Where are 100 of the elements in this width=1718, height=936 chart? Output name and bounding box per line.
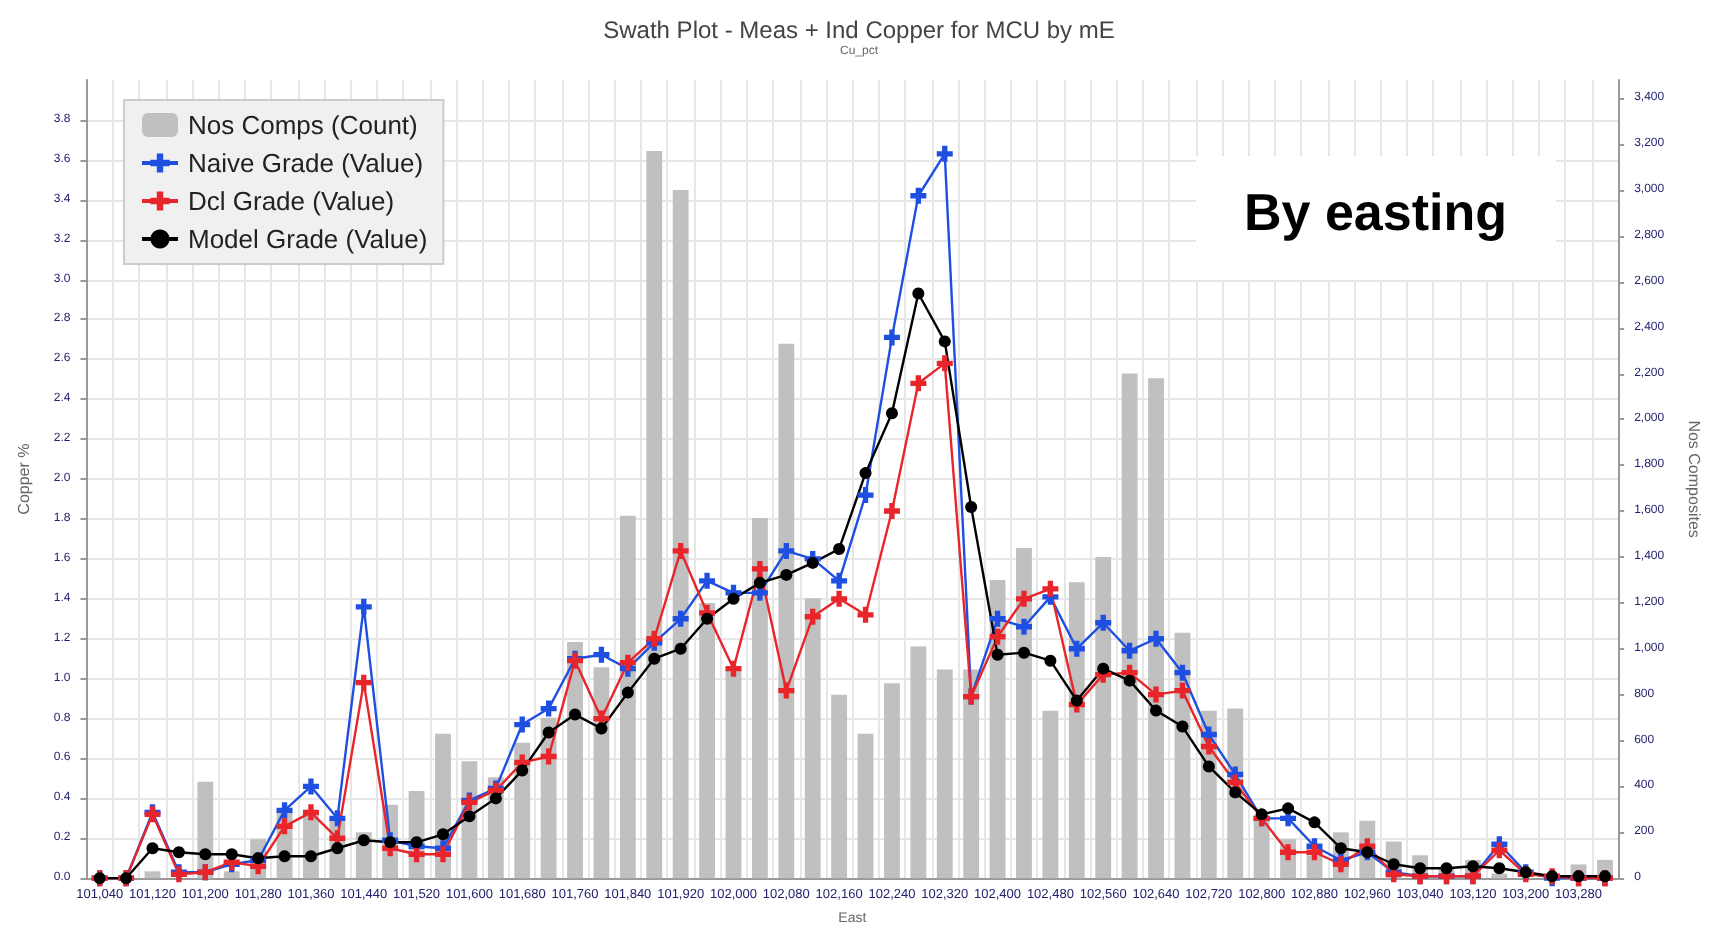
point xyxy=(989,628,1006,645)
bar xyxy=(725,669,742,879)
point xyxy=(859,467,872,480)
bar xyxy=(1042,710,1059,879)
legend-label: Naive Grade (Value) xyxy=(188,148,424,178)
point xyxy=(276,802,293,819)
point xyxy=(991,648,1004,661)
bar xyxy=(144,871,161,879)
point xyxy=(463,810,476,823)
point xyxy=(1334,842,1347,855)
point xyxy=(1042,580,1059,597)
bar xyxy=(751,518,768,879)
point xyxy=(489,792,502,805)
chart-title: Swath Plot - Meas + Ind Copper for MCU by mE xyxy=(603,16,1115,44)
point xyxy=(831,590,848,607)
point xyxy=(1280,844,1297,861)
legend-label: Dcl Grade (Value) xyxy=(188,186,395,216)
point xyxy=(276,818,293,835)
point xyxy=(514,716,531,733)
point xyxy=(569,708,582,721)
point xyxy=(1282,802,1295,815)
annotation: By easting xyxy=(1244,182,1507,242)
point xyxy=(806,556,819,569)
point xyxy=(725,660,742,677)
point xyxy=(329,810,346,827)
point xyxy=(435,846,451,863)
point xyxy=(1306,844,1323,861)
point xyxy=(1123,674,1136,687)
bar xyxy=(619,515,636,879)
point xyxy=(885,407,898,420)
bar xyxy=(857,733,874,879)
point xyxy=(1015,618,1032,635)
point xyxy=(1148,630,1165,647)
point xyxy=(278,850,291,863)
point xyxy=(1491,842,1508,859)
legend-label: Nos Comps (Count) xyxy=(188,110,418,140)
point xyxy=(146,842,159,855)
bar xyxy=(593,667,610,879)
point xyxy=(672,610,689,627)
point xyxy=(619,654,636,671)
point xyxy=(804,608,821,625)
bar xyxy=(646,151,663,879)
bar xyxy=(910,646,927,879)
bar xyxy=(1148,378,1164,879)
point xyxy=(857,487,874,504)
bar xyxy=(1095,557,1112,879)
point xyxy=(1148,686,1165,703)
bar xyxy=(1121,373,1138,879)
point xyxy=(701,612,714,625)
point xyxy=(595,722,608,735)
bar xyxy=(884,683,900,879)
point xyxy=(936,355,953,372)
bar xyxy=(1016,547,1032,879)
y2-axis-title: Nos Composites xyxy=(1685,420,1703,538)
point xyxy=(883,329,900,346)
point xyxy=(355,674,372,691)
bar xyxy=(778,343,795,879)
bar xyxy=(223,871,240,879)
point xyxy=(965,501,978,514)
point xyxy=(883,503,900,520)
legend-label: Model Grade (Value) xyxy=(188,224,428,254)
point xyxy=(516,764,529,777)
point xyxy=(172,846,185,859)
point xyxy=(751,560,768,577)
point xyxy=(1200,738,1217,755)
point xyxy=(1017,646,1030,659)
point xyxy=(540,748,557,765)
point xyxy=(1095,614,1112,631)
point xyxy=(1229,786,1242,799)
point xyxy=(1493,862,1506,875)
point xyxy=(1044,654,1057,667)
point xyxy=(302,804,319,821)
bar xyxy=(963,669,980,879)
point xyxy=(1070,694,1083,707)
bar xyxy=(672,190,689,879)
point xyxy=(778,682,795,699)
point xyxy=(936,145,953,162)
point xyxy=(225,848,238,861)
point xyxy=(857,606,874,623)
point xyxy=(304,850,317,863)
point xyxy=(357,834,370,847)
point xyxy=(331,842,344,855)
point xyxy=(831,572,848,589)
point xyxy=(938,335,951,348)
point xyxy=(1440,862,1453,875)
point xyxy=(1466,860,1479,873)
point xyxy=(593,646,610,663)
point xyxy=(674,642,687,655)
point xyxy=(542,726,555,739)
point xyxy=(1202,760,1215,773)
point xyxy=(989,610,1006,627)
bar xyxy=(699,602,715,879)
point xyxy=(437,828,449,841)
point xyxy=(621,686,634,699)
bar xyxy=(831,694,848,879)
point xyxy=(1255,808,1268,821)
point xyxy=(910,375,927,392)
point xyxy=(672,542,689,559)
point xyxy=(1414,862,1427,875)
point xyxy=(199,848,212,861)
